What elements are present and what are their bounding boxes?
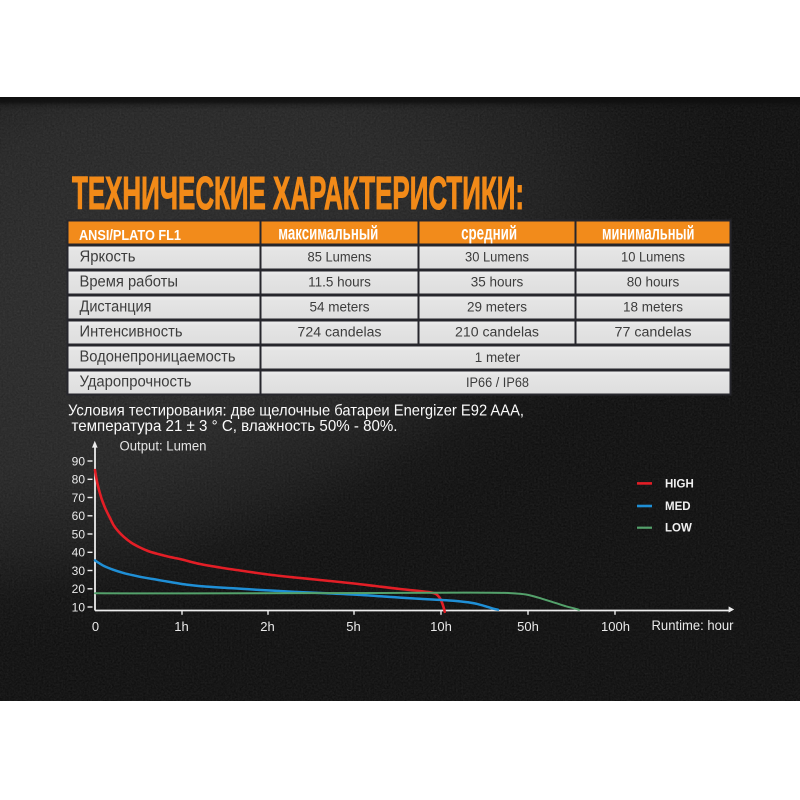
svg-text:5h: 5h (346, 619, 360, 634)
svg-text:максимальный: максимальный (278, 223, 378, 244)
svg-text:210 candelas: 210 candelas (455, 325, 539, 340)
svg-text:10: 10 (72, 600, 86, 614)
svg-text:средний: средний (461, 223, 517, 244)
svg-text:724 candelas: 724 candelas (298, 325, 382, 340)
svg-text:HIGH: HIGH (665, 478, 694, 490)
svg-text:Ударопрочность: Ударопрочность (80, 374, 192, 391)
svg-text:Яркость: Яркость (80, 249, 136, 266)
svg-text:0: 0 (92, 619, 99, 634)
svg-text:60: 60 (72, 509, 86, 523)
svg-text:85 Lumens: 85 Lumens (308, 250, 372, 265)
svg-text:80 hours: 80 hours (627, 275, 680, 290)
svg-text:90: 90 (72, 454, 86, 468)
svg-text:10 Lumens: 10 Lumens (621, 250, 685, 265)
svg-text:MED: MED (665, 501, 691, 513)
svg-text:10h: 10h (430, 619, 452, 634)
svg-text:Output: Lumen: Output: Lumen (120, 439, 207, 454)
svg-text:30: 30 (72, 564, 86, 578)
svg-text:11.5 hours: 11.5 hours (308, 275, 371, 290)
svg-text:Водонепроницаемость: Водонепроницаемость (80, 349, 236, 366)
svg-text:Дистанция: Дистанция (80, 299, 152, 316)
svg-text:40: 40 (72, 546, 86, 560)
svg-text:1h: 1h (174, 619, 188, 634)
svg-text:2h: 2h (260, 619, 274, 634)
svg-text:30 Lumens: 30 Lumens (465, 250, 529, 265)
svg-text:Условия тестирования: две щело: Условия тестирования: две щелочные батар… (68, 403, 524, 420)
svg-text:100h: 100h (601, 619, 630, 634)
svg-text:1 meter: 1 meter (475, 349, 521, 365)
svg-text:ТЕХНИЧЕСКИЕ ХАРАКТЕРИСТИКИ:: ТЕХНИЧЕСКИЕ ХАРАКТЕРИСТИКИ: (72, 167, 524, 219)
svg-text:минимальный: минимальный (602, 223, 695, 244)
svg-text:20: 20 (72, 582, 86, 596)
svg-text:80: 80 (72, 473, 86, 487)
svg-text:35 hours: 35 hours (471, 275, 524, 290)
svg-text:29 meters: 29 meters (467, 300, 527, 315)
svg-text:Runtime: hour: Runtime: hour (652, 618, 734, 633)
svg-text:77 candelas: 77 candelas (615, 325, 692, 340)
svg-text:Интенсивность: Интенсивность (80, 324, 183, 341)
svg-text:Время работы: Время работы (80, 274, 179, 291)
svg-text:18 meters: 18 meters (623, 300, 683, 315)
svg-text:ANSI/PLATO FL1: ANSI/PLATO FL1 (79, 228, 181, 244)
svg-text:70: 70 (72, 491, 86, 505)
svg-text:IP66 / IP68: IP66 / IP68 (466, 374, 529, 390)
svg-text:50: 50 (72, 527, 86, 541)
svg-text:54 meters: 54 meters (309, 300, 369, 315)
svg-text:температура 21 ± 3 ° C, влажно: температура 21 ± 3 ° C, влажность 50% - … (72, 418, 398, 435)
svg-text:50h: 50h (517, 619, 539, 634)
svg-text:LOW: LOW (665, 523, 692, 535)
